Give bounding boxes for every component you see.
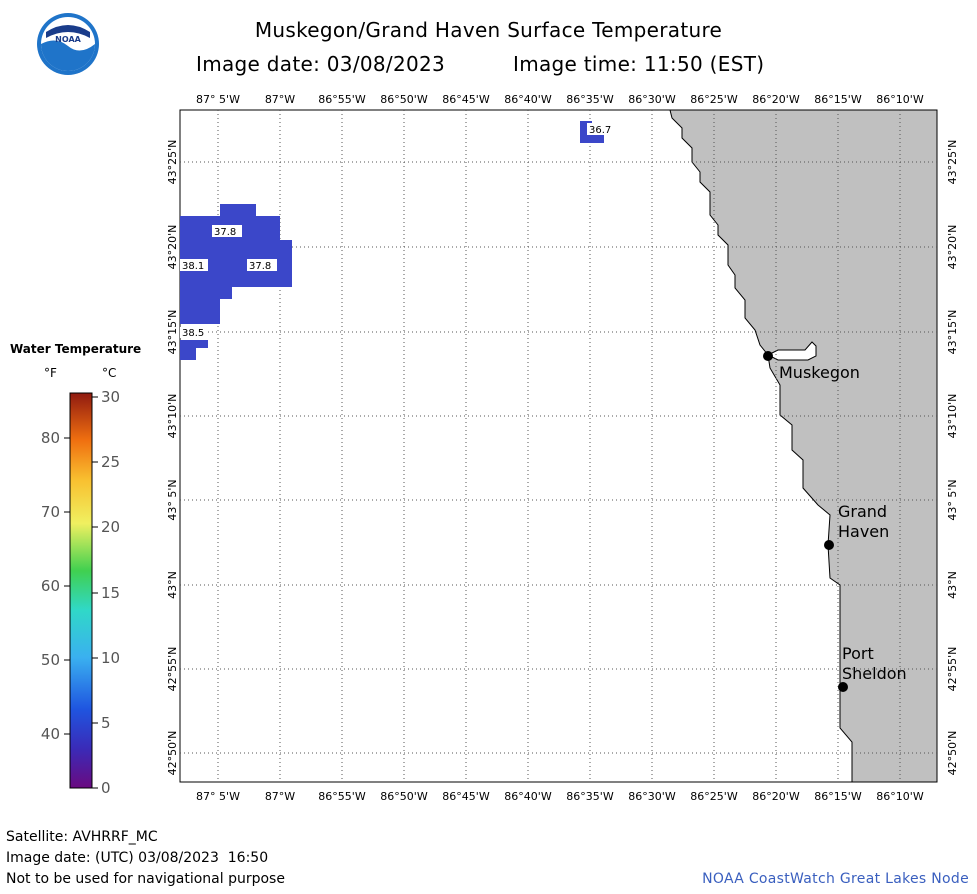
image-time: Image time: 11:50 (EST)	[513, 52, 765, 76]
colorbar-title: Water Temperature	[10, 342, 142, 356]
lon-label: 86°55'W	[318, 93, 366, 106]
lon-label: 87°W	[265, 93, 295, 106]
image-date: Image date: 03/08/2023	[196, 52, 446, 76]
colorbar: 80 70 60 50 40 30 25 20 15 10 5 0	[41, 388, 120, 797]
credit-link[interactable]: NOAA CoastWatch Great Lakes Node	[702, 871, 969, 887]
lon-label: 86°10'W	[876, 790, 924, 803]
temperature-labels: 36.7 37.8 38.1 37.8 38.5	[180, 123, 615, 339]
lat-label: 42°55'N	[946, 647, 959, 692]
lat-label: 43°N	[946, 571, 959, 599]
lat-label: 43°25'N	[946, 140, 959, 185]
lat-label: 43°N	[166, 571, 179, 599]
lon-label: 86°35'W	[566, 790, 614, 803]
lon-label: 86°25'W	[690, 790, 738, 803]
land-area	[669, 109, 938, 783]
city-marker	[763, 351, 773, 361]
lon-label: 86°20'W	[752, 93, 800, 106]
top-lon-labels: 87° 5'W 87°W 86°55'W 86°50'W 86°45'W 86°…	[196, 93, 924, 106]
right-lat-labels: 43°25'N 43°20'N 43°15'N 43°10'N 43° 5'N …	[946, 140, 959, 776]
lat-label: 43°15'N	[166, 310, 179, 355]
lon-label: 86°40'W	[504, 790, 552, 803]
satellite-info: Satellite: AVHRRF_MC	[6, 829, 158, 845]
c-tick: 5	[101, 714, 111, 732]
lon-label: 86°30'W	[628, 93, 676, 106]
colorbar-f-ticks: 80 70 60 50 40	[41, 429, 60, 743]
lon-label: 86°10'W	[876, 93, 924, 106]
unit-c: °C	[102, 366, 117, 380]
lon-label: 86°30'W	[628, 790, 676, 803]
lat-label: 43°10'N	[166, 394, 179, 439]
lat-label: 42°55'N	[166, 647, 179, 692]
lat-label: 43°20'N	[946, 225, 959, 270]
lon-label: 86°45'W	[442, 93, 490, 106]
temp-label: 38.1	[182, 261, 204, 272]
lon-label: 87°W	[265, 790, 295, 803]
temp-label: 36.7	[589, 125, 611, 136]
lon-label: 87° 5'W	[196, 790, 240, 803]
page-title: Muskegon/Grand Haven Surface Temperature	[254, 18, 723, 42]
lat-label: 43°15'N	[946, 310, 959, 355]
city-label-muskegon: Muskegon	[779, 363, 860, 382]
lat-label: 42°50'N	[166, 731, 179, 776]
lon-label: 86°45'W	[442, 790, 490, 803]
city-marker	[838, 682, 848, 692]
c-tick: 25	[101, 453, 120, 471]
lat-label: 42°50'N	[946, 731, 959, 776]
lon-label: 86°25'W	[690, 93, 738, 106]
lat-label: 43°20'N	[166, 225, 179, 270]
f-tick: 50	[41, 651, 60, 669]
lon-label: 86°15'W	[814, 93, 862, 106]
c-tick: 30	[101, 388, 120, 406]
logo-text: NOAA	[55, 35, 81, 44]
city-marker	[824, 540, 834, 550]
lon-label: 86°35'W	[566, 93, 614, 106]
grid-lines	[180, 110, 937, 782]
f-tick: 70	[41, 503, 60, 521]
city-label-port-sheldon-line2: Sheldon	[842, 664, 907, 683]
colorbar-c-ticks: 30 25 20 15 10 5 0	[101, 388, 120, 797]
city-label-port-sheldon-line1: Port	[842, 644, 874, 663]
lon-label: 86°55'W	[318, 790, 366, 803]
lat-label: 43°10'N	[946, 394, 959, 439]
bottom-lon-labels: 87° 5'W 87°W 86°55'W 86°50'W 86°45'W 86°…	[196, 790, 924, 803]
lon-label: 86°50'W	[380, 93, 428, 106]
cities: Muskegon Grand Haven Port Sheldon	[763, 351, 907, 692]
f-tick: 80	[41, 429, 60, 447]
c-tick: 10	[101, 649, 120, 667]
utc-date: Image date: (UTC) 03/08/2023 16:50	[6, 850, 269, 866]
lon-label: 86°40'W	[504, 93, 552, 106]
lon-label: 87° 5'W	[196, 93, 240, 106]
f-tick: 60	[41, 577, 60, 595]
lat-label: 43° 5'N	[946, 479, 959, 520]
lat-label: 43° 5'N	[166, 479, 179, 520]
f-tick: 40	[41, 725, 60, 743]
c-tick: 0	[101, 779, 111, 797]
temp-label: 37.8	[214, 227, 236, 238]
lat-label: 43°25'N	[166, 140, 179, 185]
colorbar-gradient	[69, 392, 93, 789]
noaa-logo-icon: NOAA	[37, 13, 99, 75]
muskegon-lake	[766, 341, 817, 361]
temp-label: 38.5	[182, 328, 204, 339]
disclaimer: Not to be used for navigational purpose	[6, 871, 285, 887]
unit-f: °F	[44, 366, 57, 380]
c-tick: 20	[101, 518, 120, 536]
noaa-logo: NOAA	[36, 12, 100, 76]
lon-label: 86°50'W	[380, 790, 428, 803]
temp-label: 37.8	[249, 261, 271, 272]
lon-label: 86°20'W	[752, 790, 800, 803]
c-tick: 15	[101, 584, 120, 602]
lon-label: 86°15'W	[814, 790, 862, 803]
city-label-grand-haven-line2: Haven	[838, 522, 889, 541]
left-lat-labels: 43°25'N 43°20'N 43°15'N 43°10'N 43° 5'N …	[166, 140, 179, 776]
city-label-grand-haven-line1: Grand	[838, 502, 887, 521]
